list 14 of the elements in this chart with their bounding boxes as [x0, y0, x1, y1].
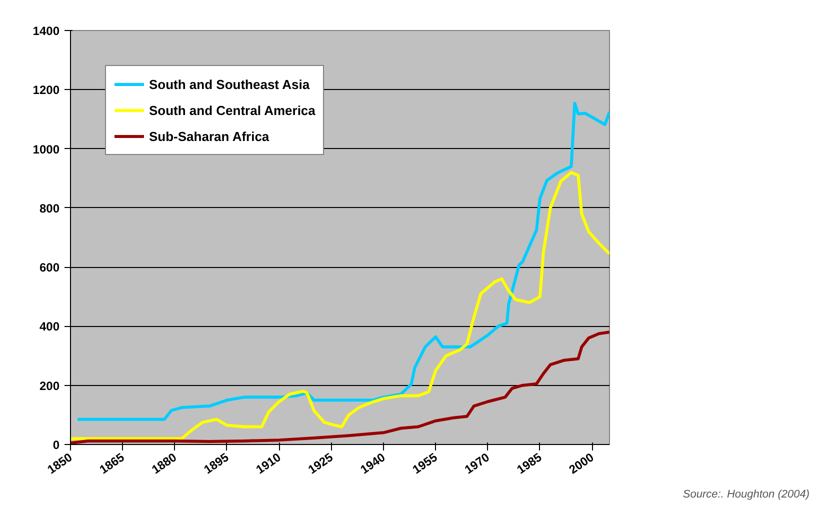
legend-label: Sub-Saharan Africa	[149, 128, 270, 144]
y-tick-label: 1200	[32, 83, 60, 98]
source-note: Source:. Houghton (2004)	[682, 488, 810, 500]
y-tick-label: 400	[39, 320, 60, 334]
y-tick-label: 200	[39, 378, 60, 393]
y-tick-label: 800	[39, 201, 60, 216]
y-tick-label: 600	[39, 260, 60, 275]
line-series	[70, 170, 610, 440]
legend-label: South and Southeast Asia	[149, 76, 310, 92]
legend-label: South and Central America	[149, 102, 316, 118]
y-tick-label: 0	[52, 438, 60, 452]
line-series	[76, 102, 610, 421]
y-tick-label: 1000	[32, 142, 60, 156]
y-tick-label: 1400	[32, 24, 60, 38]
